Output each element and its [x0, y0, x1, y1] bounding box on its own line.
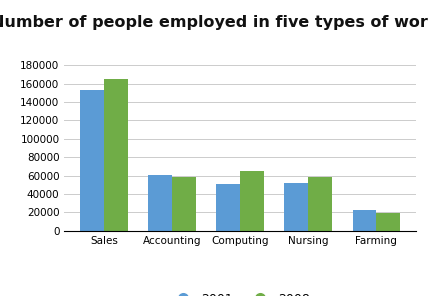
Bar — [308, 178, 332, 231]
Bar — [148, 175, 172, 231]
Bar — [284, 183, 308, 231]
Bar — [216, 184, 240, 231]
Bar — [376, 213, 400, 231]
Bar — [240, 171, 264, 231]
Bar — [172, 178, 196, 231]
Bar — [353, 210, 376, 231]
Text: Number of people employed in five types of work: Number of people employed in five types … — [0, 15, 429, 30]
Bar — [104, 79, 128, 231]
Bar — [80, 90, 104, 231]
Legend: 2001, 2008: 2001, 2008 — [166, 288, 314, 296]
